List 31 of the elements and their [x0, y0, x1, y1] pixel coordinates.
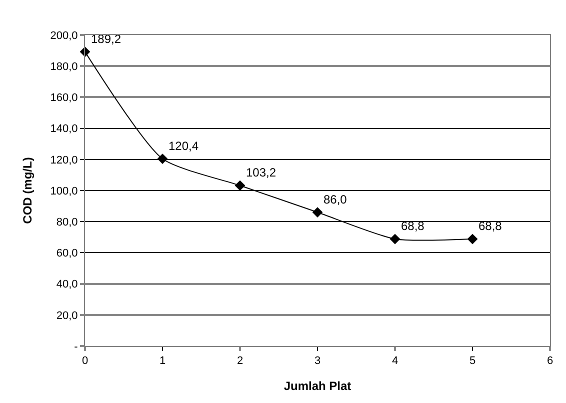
data-label: 120,4	[168, 138, 199, 153]
y-tick-label: 100,0	[50, 185, 78, 198]
x-tick-label: 5	[469, 355, 476, 368]
y-tick-label: 80,0	[56, 216, 78, 228]
y-axis-title: COD (mg/L)	[20, 157, 35, 224]
x-tick-label: 6	[546, 355, 554, 368]
y-tick-label: 160,0	[50, 92, 78, 104]
x-axis-title: Jumlah Plat	[284, 379, 352, 394]
y-tick-label: -	[74, 340, 78, 353]
x-tick-label: 3	[314, 355, 321, 368]
data-label: 103,2	[246, 166, 276, 180]
y-tick-label: 180,0	[50, 60, 78, 73]
point	[234, 180, 246, 191]
point	[157, 154, 168, 164]
x-tick-label: 2	[236, 355, 244, 368]
x-tick-label: 4	[392, 355, 398, 368]
point	[390, 234, 400, 244]
y-tick-label: 20,0	[56, 310, 78, 322]
y-tick-label: 140,0	[50, 123, 78, 136]
point	[312, 207, 323, 218]
data-label: 68,8	[401, 219, 425, 234]
y-tick-label: 120,0	[50, 154, 78, 166]
x-tick-label: 0	[82, 355, 88, 368]
data-label: 86,0	[324, 192, 348, 206]
y-tick-label: 40,0	[56, 278, 78, 291]
data-label: 189,2	[91, 32, 122, 46]
y-tick-label: 200,0	[50, 30, 78, 42]
x-tick-label: 1	[159, 355, 166, 368]
y-tick-label: 60,0	[56, 248, 78, 260]
data-label: 68,8	[478, 219, 502, 234]
point	[467, 234, 478, 244]
